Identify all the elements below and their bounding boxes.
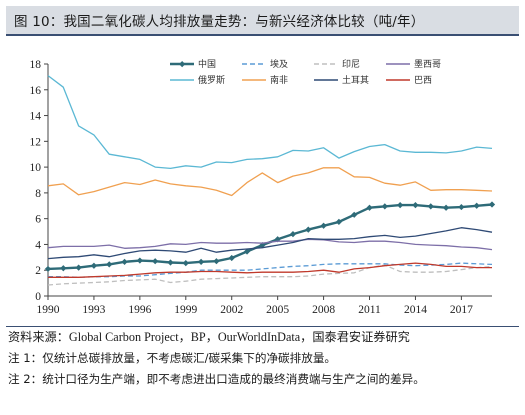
series-point bbox=[320, 222, 327, 229]
series-point bbox=[289, 231, 297, 238]
series-point bbox=[473, 202, 480, 209]
series-point bbox=[136, 257, 143, 264]
series-point bbox=[75, 264, 82, 271]
y-tick-label: 12 bbox=[30, 136, 42, 148]
line-chart: 0 2 4 6 8 10 12 14 16 18 1990 1993 1996 1999 2002 2005 2… bbox=[30, 58, 496, 316]
legend-label: 印尼 bbox=[342, 58, 360, 70]
legend-label: 中国 bbox=[198, 58, 216, 70]
y-tick-label: 10 bbox=[30, 162, 42, 174]
figure-title: 图 10：我国二氧化碳人均排放量走势：与新兴经济体比较（吨/年） bbox=[14, 14, 425, 30]
legend-marker bbox=[179, 61, 186, 68]
source-note: 资料来源：Global Carbon Project，BP，OurWorldIn… bbox=[8, 330, 410, 344]
legend-label: 土耳其 bbox=[342, 74, 369, 86]
series-point bbox=[106, 261, 113, 268]
series-line-中国 bbox=[47, 203, 493, 271]
y-tick-label: 16 bbox=[30, 85, 42, 97]
y-tick-label: 18 bbox=[30, 59, 42, 71]
x-tick-label: 2011 bbox=[358, 304, 381, 316]
x-tick-label: 1993 bbox=[82, 304, 105, 316]
series-point bbox=[213, 258, 220, 265]
series-point bbox=[167, 259, 174, 266]
series-line-巴西 bbox=[48, 262, 492, 278]
figure-footer: 资料来源：Global Carbon Project，BP，OurWorldIn… bbox=[8, 327, 518, 390]
series-line-墨西哥 bbox=[47, 238, 493, 251]
x-tick-label: 2017 bbox=[450, 304, 473, 316]
series-point bbox=[442, 204, 450, 211]
series-point bbox=[90, 262, 98, 269]
x-tick-label: 1996 bbox=[128, 304, 151, 316]
figure-title-bar: 图 10：我国二氧化碳人均排放量走势：与新兴经济体比较（吨/年） bbox=[6, 6, 519, 34]
series-line-俄罗斯 bbox=[47, 75, 493, 170]
x-tick-label: 2005 bbox=[266, 304, 289, 316]
legend-label: 墨西哥 bbox=[414, 59, 441, 70]
y-tick-label: 14 bbox=[30, 111, 42, 123]
y-tick-label: 4 bbox=[35, 239, 41, 251]
y-tick-label: 6 bbox=[35, 214, 41, 226]
series-point bbox=[458, 203, 465, 211]
y-tick-label: 0 bbox=[35, 291, 41, 303]
series-point bbox=[121, 258, 128, 265]
x-tick-label: 1990 bbox=[37, 304, 60, 316]
footer-rule bbox=[6, 326, 519, 327]
legend-label: 巴西 bbox=[414, 75, 432, 86]
x-tick-label: 2008 bbox=[312, 304, 335, 316]
legend-label: 俄罗斯 bbox=[198, 74, 225, 86]
note-1: 注 1：仅统计总碳排放量，不考虑碳汇/碳采集下的净碳排放量。 bbox=[8, 351, 337, 365]
series-point bbox=[397, 202, 404, 209]
title-rule bbox=[6, 34, 519, 36]
series-point bbox=[412, 202, 419, 209]
legend-label: 埃及 bbox=[270, 58, 288, 70]
x-tick-label: 2002 bbox=[220, 304, 243, 316]
series-line-土耳其 bbox=[47, 227, 493, 260]
series-line-南非 bbox=[47, 167, 493, 197]
series-point bbox=[60, 265, 67, 272]
series-line-印尼 bbox=[47, 264, 493, 286]
series-point bbox=[44, 265, 52, 273]
y-tick-label: 2 bbox=[35, 265, 41, 277]
series-point bbox=[182, 260, 189, 267]
series-point bbox=[152, 258, 159, 265]
x-tick-label: 1999 bbox=[174, 304, 197, 316]
note-2: 注 2：统计口径为生产端，即不考虑进出口造成的最终消费端与生产之间的差异。 bbox=[8, 372, 425, 386]
series-point bbox=[381, 203, 388, 210]
series-point bbox=[305, 226, 312, 233]
series-point bbox=[197, 258, 205, 265]
x-tick-label: 2014 bbox=[404, 304, 427, 316]
series-point bbox=[427, 203, 434, 210]
y-tick-label: 8 bbox=[35, 188, 41, 200]
legend-label: 南非 bbox=[270, 74, 288, 86]
series-point bbox=[488, 201, 496, 208]
